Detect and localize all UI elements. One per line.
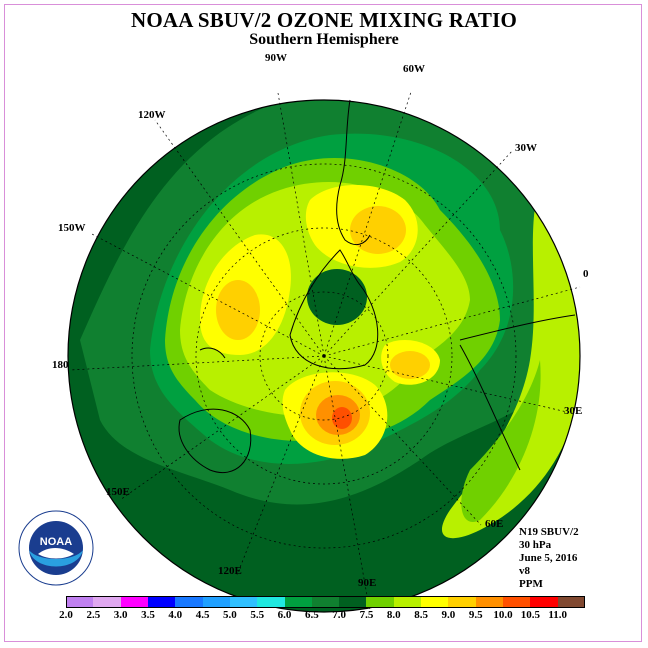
colorbar-tick-label: 3.0 xyxy=(113,609,128,621)
colorbar-swatch xyxy=(366,596,395,608)
south-america-coast xyxy=(336,99,371,246)
info-block: N19 SBUV/2 30 hPa June 5, 2016 v8 PPM xyxy=(519,526,579,591)
colorbar-tick-label: 6.0 xyxy=(277,609,292,621)
info-version: v8 xyxy=(519,565,530,577)
ozone-field-8.0-east xyxy=(441,185,580,539)
colorbar-tick-label: 4.0 xyxy=(168,609,183,621)
colorbar-tick-label: 9.5 xyxy=(468,609,483,621)
info-pressure: 30 hPa xyxy=(519,539,552,551)
map-subtitle: Southern Hemisphere xyxy=(249,31,399,48)
colorbar-tick-label: 9.0 xyxy=(441,609,456,621)
colorbar-tick-label: 7.0 xyxy=(332,609,347,621)
new-zealand-coast xyxy=(199,347,226,359)
lon-label-30e: 30E xyxy=(564,405,583,417)
colorbar-swatch xyxy=(393,596,422,608)
lon-label-150w: 150W xyxy=(58,222,86,234)
lon-label-180: 180 xyxy=(52,359,69,371)
page-frame xyxy=(4,4,642,642)
lon-label-60e: 60E xyxy=(485,518,504,530)
colorbar-tick-label: 10.5 xyxy=(520,609,540,621)
colorbar-tick-label: 11.0 xyxy=(548,609,567,621)
colorbar-tick-label: 6.5 xyxy=(304,609,319,621)
colorbar-swatch xyxy=(530,596,559,608)
colorbar-tick-label: 8.0 xyxy=(386,609,401,621)
colorbar-swatch xyxy=(448,596,477,608)
lon-label-150e: 150E xyxy=(106,486,130,498)
colorbar-swatch xyxy=(339,596,367,608)
colorbar-border xyxy=(66,596,585,608)
lon-label-0: 0 xyxy=(583,268,589,280)
map-boundary xyxy=(67,99,581,613)
colorbar-tick-label: 4.5 xyxy=(195,609,210,621)
colorbar-tick-label: 3.5 xyxy=(141,609,155,621)
colorbar-swatch xyxy=(503,596,531,608)
antarctica-coast xyxy=(289,249,379,370)
lon-label-90e: 90E xyxy=(358,577,377,589)
colorbar-tick-label: 8.5 xyxy=(414,609,428,621)
graticule xyxy=(69,91,581,613)
colorbar-swatch xyxy=(229,596,258,608)
colorbar-swatch xyxy=(421,596,449,608)
colorbar-tick-label: 5.5 xyxy=(250,609,265,621)
colorbar-swatch xyxy=(120,596,149,608)
lon-label-30w: 30W xyxy=(515,142,537,154)
coastlines xyxy=(178,99,576,474)
lon-label-90w: 90W xyxy=(265,52,287,64)
colorbar-swatch xyxy=(257,596,286,608)
colorbar-tick-label: 2.5 xyxy=(86,609,101,621)
info-satellite: N19 SBUV/2 xyxy=(519,526,579,538)
colorbar-swatch xyxy=(147,596,176,608)
lon-label-120e: 120E xyxy=(218,565,242,577)
colorbar-tick-label: 2.0 xyxy=(59,609,73,621)
noaa-logo: NOAA xyxy=(18,510,94,586)
lon-label-60w: 60W xyxy=(403,63,425,75)
ozone-field-9.0-b xyxy=(350,206,406,254)
colorbar-tick-label: 10.0 xyxy=(493,609,513,621)
australia-coast xyxy=(178,408,252,474)
info-units: PPM xyxy=(519,578,543,590)
ozone-polar-minimum xyxy=(307,269,367,325)
ozone-field-9.0-a xyxy=(216,280,260,340)
colorbar-swatch xyxy=(66,596,94,608)
colorbar-tick-label: 7.5 xyxy=(359,609,374,621)
map-title: NOAA SBUV/2 OZONE MIXING RATIO xyxy=(131,8,517,32)
colorbar-tick-label: 5.0 xyxy=(223,609,237,621)
colorbar-swatch xyxy=(93,596,122,608)
colorbar-swatch xyxy=(175,596,204,608)
ozone-field-7.5-east xyxy=(461,360,541,522)
colorbar-swatch xyxy=(202,596,231,608)
colorbar-swatch xyxy=(311,596,340,608)
colorbar-swatch xyxy=(475,596,504,608)
lon-label-120w: 120W xyxy=(138,109,166,121)
colorbar-swatch xyxy=(284,596,313,608)
ozone-field-10.0 xyxy=(332,407,352,429)
ozone-field-9.0-d xyxy=(390,351,430,379)
noaa-logo-text: NOAA xyxy=(40,536,72,548)
colorbar-swatch xyxy=(557,596,586,608)
info-date: June 5, 2016 xyxy=(519,552,578,564)
africa-coast xyxy=(459,314,576,471)
